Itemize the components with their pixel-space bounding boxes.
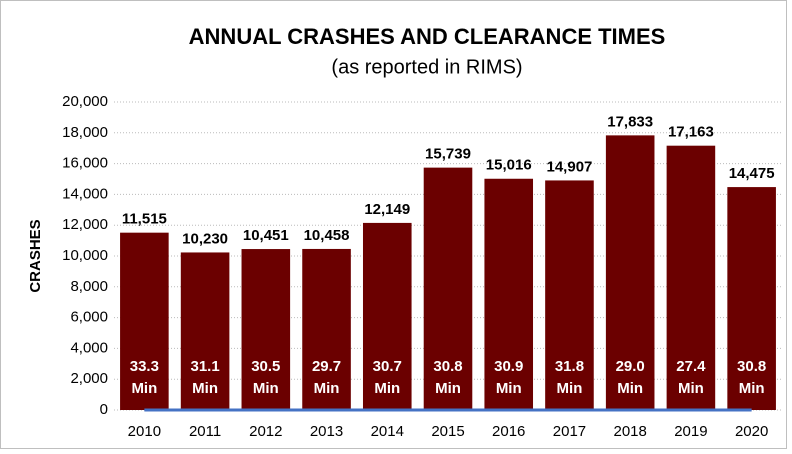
data-label: 10,230 — [182, 230, 228, 247]
x-tick-label: 2012 — [249, 423, 282, 440]
data-label: 12,149 — [364, 201, 410, 218]
data-label: 17,833 — [607, 113, 653, 130]
clearance-label: 30.7 — [373, 358, 402, 375]
bar — [666, 145, 716, 410]
data-label: 14,475 — [729, 165, 775, 182]
y-tick-label: 10,000 — [62, 247, 108, 264]
clearance-label: 29.0 — [616, 358, 645, 375]
clearance-label: 33.3 — [130, 358, 159, 375]
y-tick-label: 0 — [100, 401, 108, 418]
clearance-unit: Min — [435, 380, 461, 397]
data-label: 11,515 — [122, 211, 167, 228]
bar — [302, 248, 351, 410]
clearance-unit: Min — [617, 380, 643, 397]
chart-subtitle: (as reported in RIMS) — [331, 56, 522, 78]
bar — [605, 135, 655, 410]
clearance-label: 30.9 — [494, 358, 523, 375]
bar — [484, 178, 534, 410]
x-tick-label: 2017 — [553, 423, 586, 440]
x-tick-label: 2010 — [128, 423, 161, 440]
clearance-label: 27.4 — [676, 358, 706, 375]
x-tick-label: 2016 — [492, 423, 525, 440]
data-label: 17,163 — [668, 124, 714, 141]
y-tick-label: 12,000 — [62, 216, 108, 233]
bar — [241, 249, 291, 410]
y-tick-label: 20,000 — [62, 93, 108, 110]
clearance-unit: Min — [374, 380, 400, 397]
bar — [545, 180, 594, 410]
y-tick-label: 14,000 — [62, 185, 108, 202]
y-tick-label: 6,000 — [70, 309, 108, 326]
clearance-unit: Min — [496, 380, 522, 397]
clearance-label: 31.8 — [555, 358, 584, 375]
bar — [120, 232, 169, 410]
y-tick-label: 8,000 — [70, 278, 108, 295]
x-tick-label: 2015 — [431, 423, 464, 440]
bar — [727, 187, 776, 410]
bar — [180, 252, 230, 410]
clearance-unit: Min — [678, 380, 704, 397]
data-label: 10,451 — [243, 227, 289, 244]
y-tick-label: 2,000 — [70, 370, 108, 387]
clearance-unit: Min — [314, 380, 340, 397]
clearance-label: 30.8 — [737, 358, 766, 375]
clearance-label: 30.8 — [433, 358, 462, 375]
x-tick-label: 2014 — [371, 423, 404, 440]
data-label: 15,016 — [486, 157, 532, 174]
y-axis-label: CRASHES — [27, 219, 44, 292]
y-tick-label: 16,000 — [62, 155, 108, 172]
chart-title: ANNUAL CRASHES AND CLEARANCE TIMES — [189, 24, 666, 49]
bar — [423, 167, 473, 410]
x-tick-label: 2019 — [674, 423, 707, 440]
clearance-label: 30.5 — [251, 358, 280, 375]
x-tick-label: 2011 — [189, 423, 221, 440]
x-tick-label: 2013 — [310, 423, 343, 440]
x-tick-label: 2020 — [735, 423, 768, 440]
x-tick-label: 2018 — [613, 423, 646, 440]
bar — [362, 222, 412, 410]
data-label: 15,739 — [425, 146, 471, 163]
clearance-unit: Min — [192, 380, 218, 397]
y-tick-label: 18,000 — [62, 124, 108, 141]
y-tick-label: 4,000 — [70, 339, 108, 356]
clearance-label: 29.7 — [312, 358, 341, 375]
data-label: 14,907 — [547, 158, 593, 175]
clearance-unit: Min — [557, 380, 583, 397]
data-label: 10,458 — [304, 227, 350, 244]
clearance-unit: Min — [253, 380, 279, 397]
clearance-unit: Min — [739, 380, 765, 397]
clearance-unit: Min — [131, 380, 157, 397]
clearance-label: 31.1 — [190, 358, 219, 375]
